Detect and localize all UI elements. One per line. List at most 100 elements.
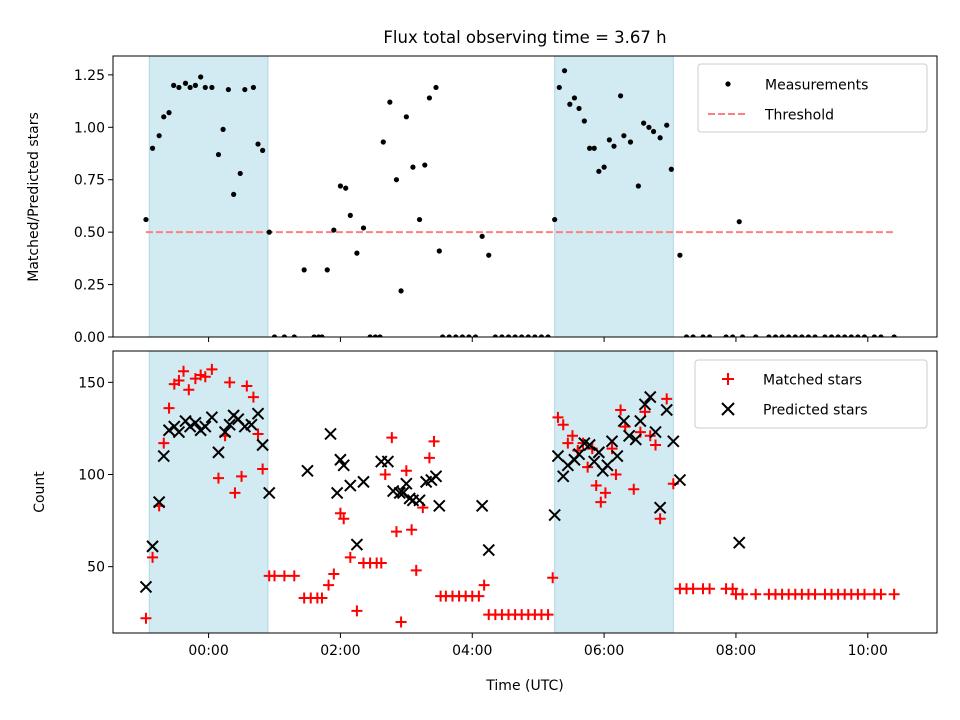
matched-stars-point [338, 513, 350, 525]
predicted-stars-point [337, 459, 350, 472]
matched-stars-point [562, 437, 574, 449]
predicted-stars-point [381, 455, 395, 468]
measurements-point [209, 84, 215, 91]
measurements-point [192, 82, 198, 88]
measurements-point [848, 334, 854, 337]
measurements-point [587, 145, 593, 151]
legend-matched-marker [722, 373, 734, 385]
measurements-point [266, 229, 272, 235]
measurements-point [149, 145, 156, 151]
matched-stars-point [212, 472, 224, 484]
measurements-point [635, 183, 641, 189]
measurements-point [156, 133, 162, 139]
measurements-point [215, 151, 222, 158]
measurements-point [532, 334, 538, 337]
matched-stars-point [236, 470, 248, 482]
predicted-stars-point [601, 459, 614, 472]
y-tick-label: 1.00 [74, 120, 105, 136]
predicted-stars-point [251, 407, 265, 420]
predicted-stars-point [205, 411, 219, 424]
measurements-point [828, 334, 835, 337]
measurements-point [231, 191, 237, 198]
count-panel-frame [112, 350, 938, 634]
matched-stars-point [750, 588, 762, 600]
predicted-stars-point [245, 418, 258, 431]
x-tick-label: 00:00 [188, 643, 228, 659]
legend-measurements-label: Measurements [765, 78, 868, 94]
measurements-point [281, 334, 287, 337]
measurements-point [552, 216, 558, 223]
predicted-stars-point [617, 414, 631, 428]
matched-stars-point [375, 557, 387, 569]
matched-stars-point [199, 371, 211, 383]
measurements-point [871, 334, 877, 337]
measurements-point [891, 334, 897, 337]
y-tick-label: 0.75 [74, 173, 105, 189]
measurements-point [380, 139, 386, 145]
measurements-point [166, 110, 172, 116]
matched-stars-point [473, 590, 485, 602]
measurements-point [337, 183, 344, 189]
predicted-stars-point [301, 464, 314, 478]
ratio-panel-frame [112, 55, 938, 338]
matched-stars-point [582, 461, 594, 473]
observing-window-2 [554, 350, 674, 634]
matched-stars-point [858, 588, 870, 600]
matched-stars-point [328, 568, 340, 580]
measurements-point [650, 128, 657, 135]
matched-stars-point [147, 551, 159, 563]
matched-stars-point [173, 374, 185, 386]
measurements-point [403, 114, 409, 120]
count-legend: Matched stars Predicted stars [694, 359, 928, 429]
matched-stars-point [241, 380, 253, 392]
measurements-point [668, 166, 674, 172]
x-axis-label: Time (UTC) [485, 678, 563, 694]
chart-title: Flux total observing time = 3.67 h [383, 28, 666, 47]
predicted-stars-point [212, 446, 225, 459]
measurements-point [367, 334, 373, 337]
y-tick-label: 1.25 [74, 68, 105, 84]
measurements-point [410, 164, 416, 170]
count-x-ticks: 00:00 02:00 04:00 06:00 08:00 10:00 [188, 633, 888, 659]
predicted-stars-point [644, 390, 657, 404]
ratio-y-axis-label: Matched/Predicted stars [26, 112, 42, 282]
measurements-point [571, 95, 578, 101]
matched-stars-point [727, 583, 739, 595]
predicted-stars-point [634, 414, 647, 428]
measurements-point [271, 334, 278, 337]
measurements-point [440, 334, 446, 337]
measurements-point [772, 334, 779, 337]
measurements-point [786, 334, 792, 337]
matched-stars-point [615, 404, 627, 416]
measurements-point [822, 334, 828, 337]
measurements-point [805, 334, 812, 337]
predicted-stars-point [673, 473, 687, 487]
matched-stars-point [334, 507, 346, 519]
predicted-stars-point [172, 425, 186, 439]
predicted-stars-point [551, 449, 565, 463]
matched-stars-point [423, 452, 435, 464]
predicted-stars-point [482, 543, 495, 557]
matched-stars-point [288, 570, 300, 582]
predicted-stars-point [475, 499, 489, 513]
measurements-point [545, 334, 551, 337]
legend-threshold-label: Threshold [764, 108, 834, 124]
matched-stars-point [278, 570, 290, 582]
measurements-point [591, 145, 597, 151]
measurements-point [690, 334, 696, 337]
y-tick-label: 0.00 [74, 330, 105, 346]
matched-stars-point [386, 432, 398, 444]
ratio-x-ticks [208, 337, 869, 342]
measurements-point [581, 118, 587, 124]
measurements-point [617, 93, 624, 99]
count-y-axis-label: Count [32, 471, 48, 513]
measurements-point [171, 82, 177, 88]
measurements-point [556, 84, 562, 91]
predicted-stars-point [548, 508, 561, 522]
ratio-legend-box [697, 63, 928, 133]
matched-stars-point [224, 376, 236, 388]
matched-stars-point [557, 419, 569, 431]
observing-window-bands [148, 350, 674, 634]
